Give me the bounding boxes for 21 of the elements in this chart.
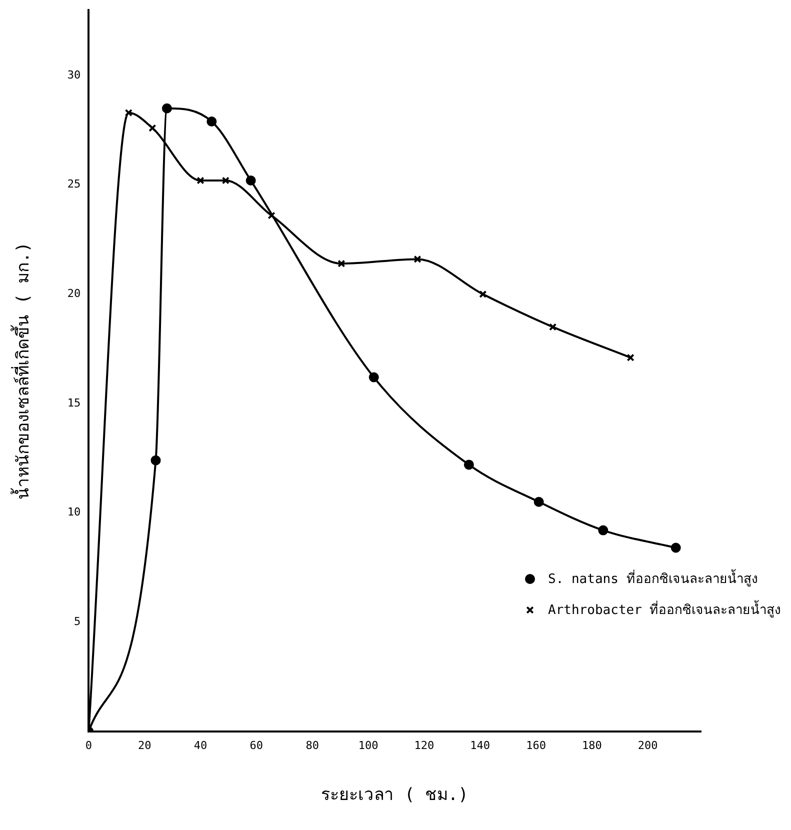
x-tick-label: 160 [526,738,546,752]
x-tick-label: 100 [358,738,378,752]
y-tick-label: 30 [67,68,81,82]
x-axis-title: ระยะเวลา ( ชม.) [321,785,468,806]
x-tick-label: 0 [85,738,92,752]
x-tick-label: 20 [138,738,152,752]
legend-label: Arthrobacter ที่ออกซิเจนละลายน้ำสูง [548,599,781,620]
x-tick-label: 140 [470,738,490,752]
y-axis-title: น้ำหนักของเซลล์ที่เกิดขึ้น ( มก.) [10,242,34,500]
legend-label: S. natans ที่ออกซิเจนละลายน้ำสูง [548,568,758,590]
x-tick-label: 80 [306,738,319,752]
y-tick-label: 20 [67,287,81,300]
x-tick-label: 60 [250,738,264,752]
x-tick-label: 120 [414,738,434,752]
y-tick-label: 5 [74,614,81,628]
x-tick-label: 180 [582,738,602,752]
x-tick-label: 200 [638,738,658,752]
x-tick-label: 40 [194,738,208,752]
y-tick-label: 10 [67,506,81,519]
y-tick-label: 25 [67,178,81,191]
y-tick-label: 15 [67,396,81,410]
